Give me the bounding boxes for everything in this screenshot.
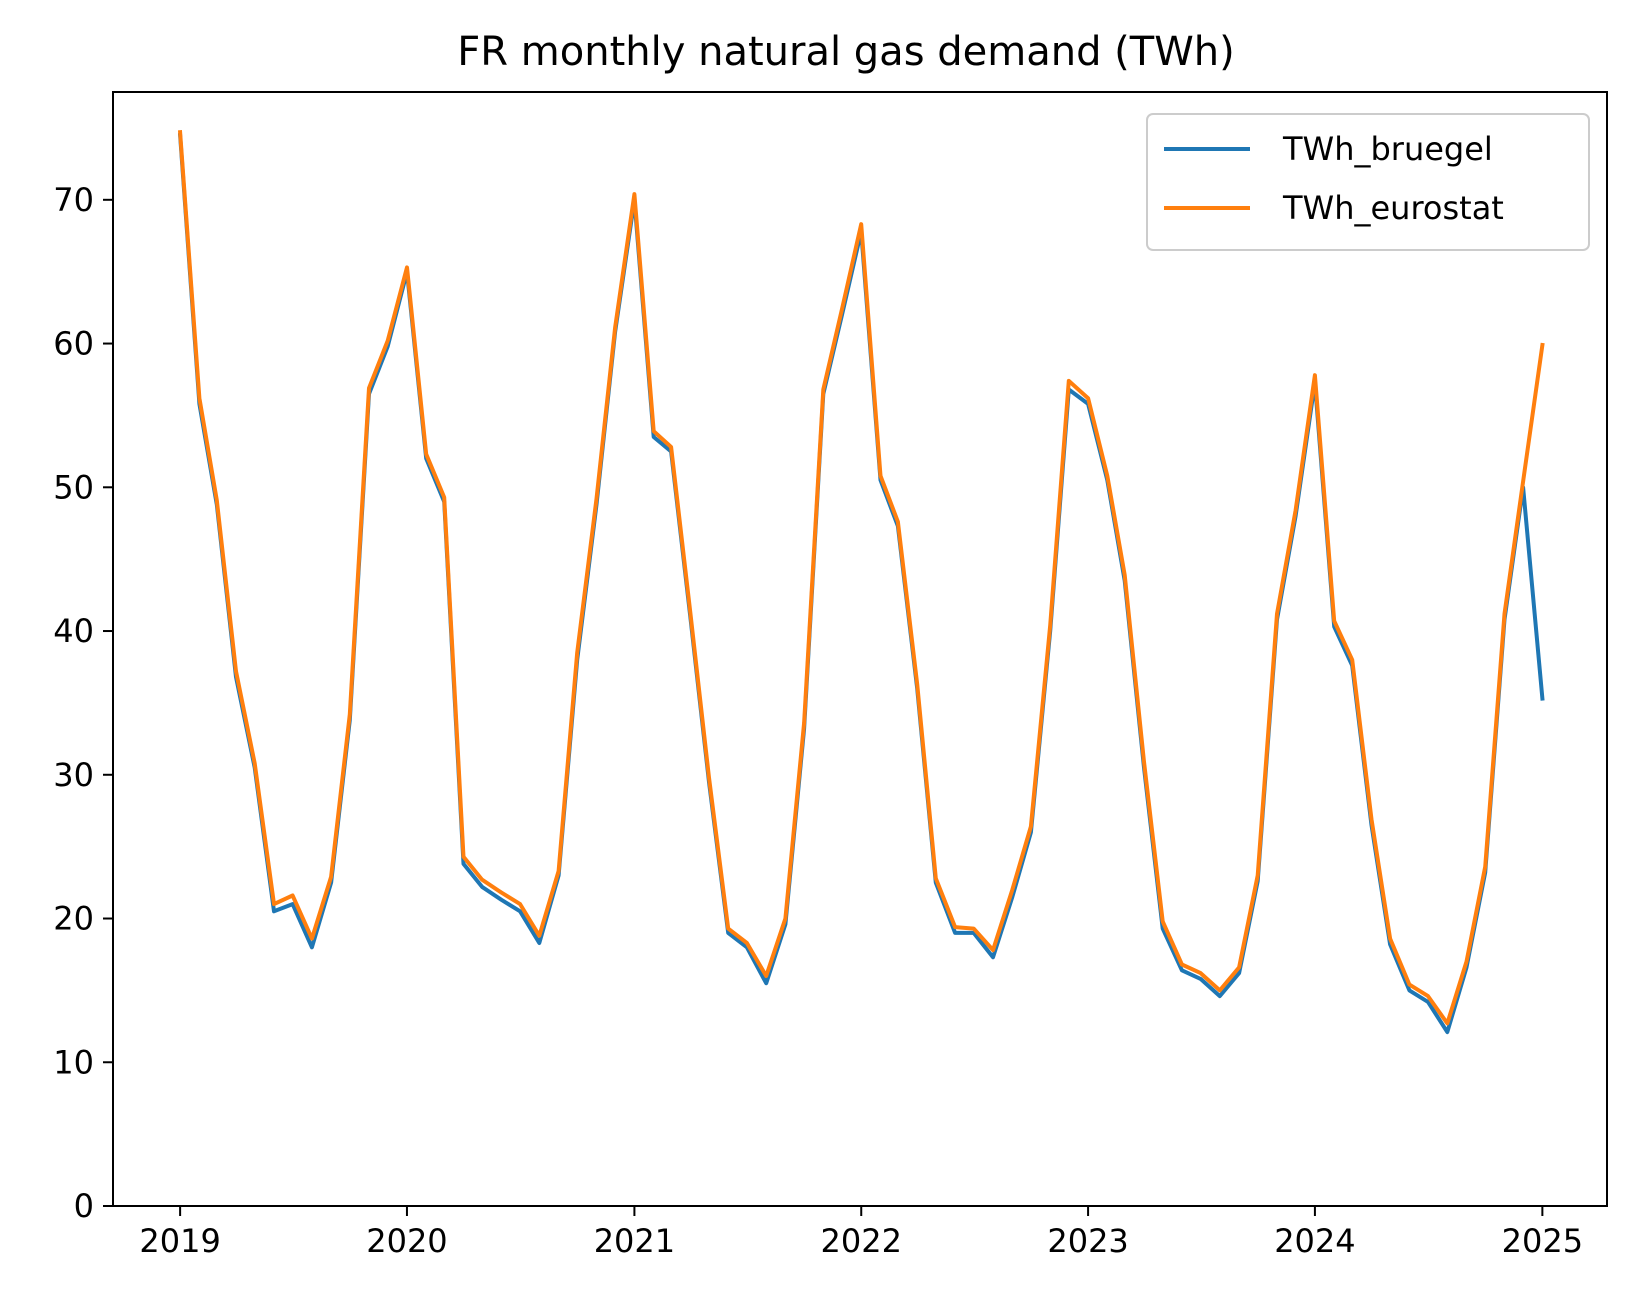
plot-area: 2019 2020 2021 2022 2023 2024 2025 0 10 20 30 40 50…	[53, 91, 1608, 1260]
chart-title: FR monthly natural gas demand (TWh)	[457, 29, 1234, 75]
legend-label-bruegel: TWh_bruegel	[1282, 130, 1493, 168]
series-line-TWh_eurostat	[177, 130, 1545, 1026]
y-tick-label: 30	[53, 756, 94, 794]
legend: TWh_bruegel TWh_eurostat	[1146, 113, 1590, 251]
x-tick-label: 2020	[366, 1222, 447, 1260]
y-tick-label: 40	[53, 612, 94, 650]
axes-frame	[112, 91, 1608, 1207]
y-tick-label: 60	[53, 325, 94, 363]
x-tick-label: 2021	[594, 1222, 675, 1260]
y-tick-label: 20	[53, 900, 94, 938]
series-layer	[177, 130, 1545, 1035]
x-tick-label: 2023	[1047, 1222, 1128, 1260]
y-tick-label: 10	[53, 1043, 94, 1081]
y-tick-label: 50	[53, 468, 94, 506]
x-tick-label: 2022	[821, 1222, 902, 1260]
y-axis: 0 10 20 30 40 50 60 70	[53, 181, 113, 1225]
legend-box	[1146, 113, 1590, 251]
legend-label-eurostat: TWh_eurostat	[1282, 189, 1504, 227]
x-tick-label: 2025	[1502, 1222, 1583, 1260]
x-tick-label: 2019	[139, 1222, 220, 1260]
x-tick-label: 2024	[1274, 1222, 1355, 1260]
x-axis: 2019 2020 2021 2022 2023 2024 2025	[139, 1206, 1583, 1260]
y-tick-label: 70	[53, 181, 94, 219]
y-tick-label: 0	[74, 1187, 94, 1225]
